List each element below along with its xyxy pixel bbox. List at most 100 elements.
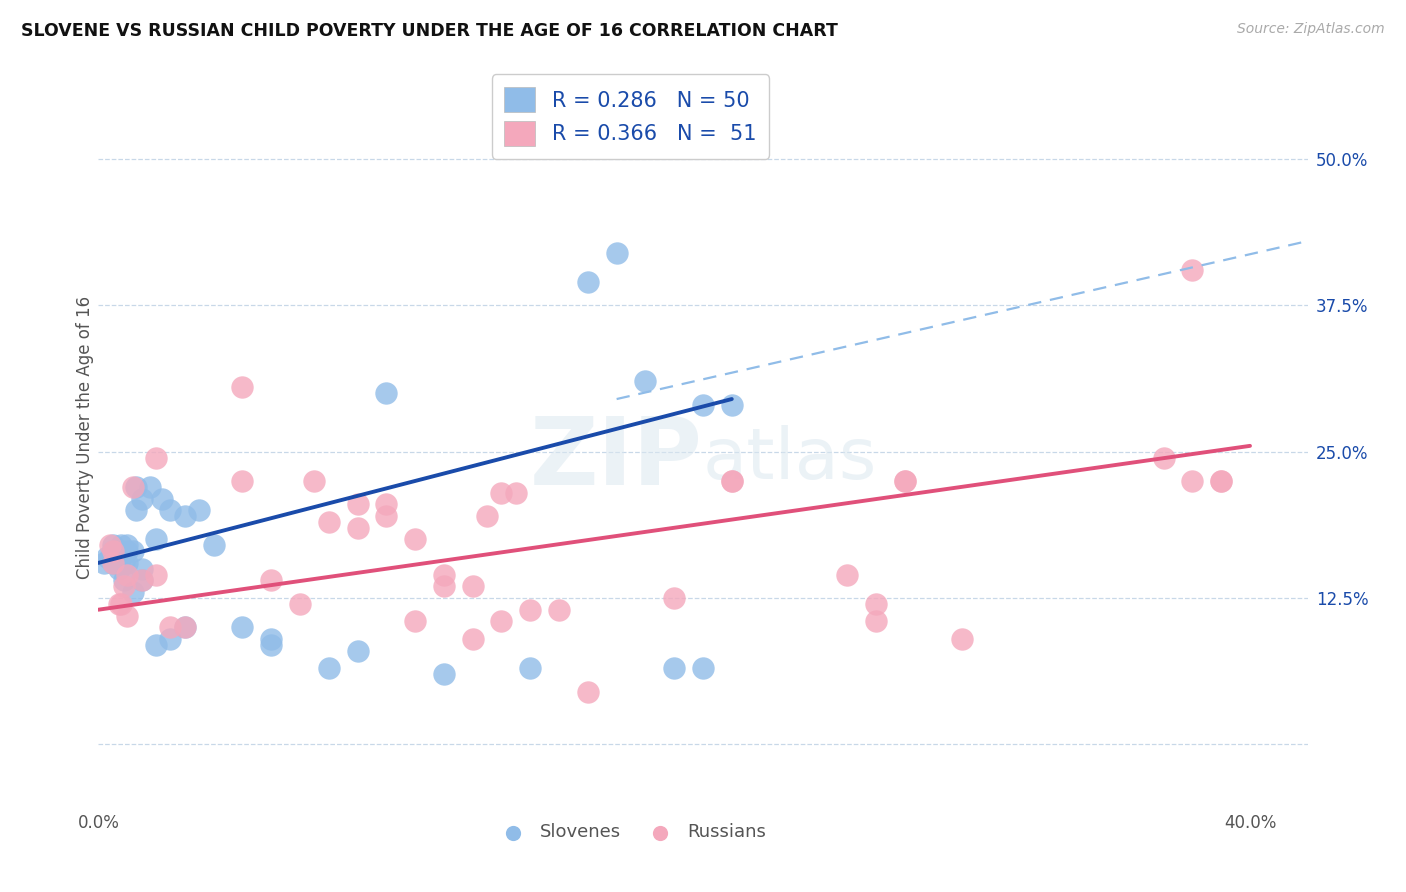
Point [98, 538, 121, 552]
Point [375, 386, 398, 401]
Point [188, 503, 211, 517]
Legend: Slovenes, Russians: Slovenes, Russians [488, 816, 773, 848]
Point [318, 661, 340, 675]
Point [131, 562, 153, 576]
Point [101, 544, 124, 558]
Point [260, 632, 283, 646]
Point [110, 544, 132, 558]
Point [375, 509, 398, 524]
Point [145, 450, 167, 465]
Point [576, 684, 599, 698]
Point [112, 556, 135, 570]
Point [131, 491, 153, 506]
Point [145, 567, 167, 582]
Point [720, 474, 742, 488]
Point [664, 661, 686, 675]
Point [96, 549, 118, 564]
Point [173, 509, 195, 524]
Point [202, 538, 225, 552]
Point [606, 245, 628, 260]
Point [110, 597, 132, 611]
Point [173, 620, 195, 634]
Point [304, 474, 326, 488]
Point [159, 620, 181, 634]
Point [110, 538, 132, 552]
Point [145, 533, 167, 547]
Point [107, 556, 129, 570]
Point [1181, 263, 1204, 277]
Point [519, 661, 541, 675]
Point [159, 632, 181, 646]
Point [260, 574, 283, 588]
Point [101, 544, 124, 558]
Point [101, 556, 124, 570]
Point [288, 597, 311, 611]
Point [433, 579, 456, 593]
Point [115, 544, 138, 558]
Point [101, 538, 124, 552]
Text: ZIP: ZIP [530, 413, 703, 505]
Point [475, 509, 498, 524]
Point [491, 485, 513, 500]
Point [115, 538, 138, 552]
Text: atlas: atlas [703, 425, 877, 493]
Point [865, 597, 887, 611]
Point [1211, 474, 1233, 488]
Point [122, 544, 145, 558]
Point [720, 398, 742, 412]
Point [491, 615, 513, 629]
Point [110, 549, 132, 564]
Point [131, 574, 153, 588]
Text: Source: ZipAtlas.com: Source: ZipAtlas.com [1237, 22, 1385, 37]
Point [145, 638, 167, 652]
Point [122, 585, 145, 599]
Point [231, 474, 253, 488]
Point [576, 275, 599, 289]
Point [346, 521, 368, 535]
Point [835, 567, 858, 582]
Point [131, 574, 153, 588]
Point [404, 615, 426, 629]
Y-axis label: Child Poverty Under the Age of 16: Child Poverty Under the Age of 16 [76, 295, 94, 579]
Point [634, 375, 657, 389]
Point [104, 556, 127, 570]
Point [139, 480, 162, 494]
Point [115, 556, 138, 570]
Point [112, 579, 135, 593]
Point [950, 632, 973, 646]
Point [433, 567, 456, 582]
Point [433, 667, 456, 681]
Point [1211, 474, 1233, 488]
Point [173, 620, 195, 634]
Point [1153, 450, 1175, 465]
Point [346, 643, 368, 657]
Point [893, 474, 915, 488]
Point [150, 491, 173, 506]
Text: SLOVENE VS RUSSIAN CHILD POVERTY UNDER THE AGE OF 16 CORRELATION CHART: SLOVENE VS RUSSIAN CHILD POVERTY UNDER T… [21, 22, 838, 40]
Point [519, 603, 541, 617]
Point [692, 661, 714, 675]
Point [461, 632, 484, 646]
Point [104, 544, 127, 558]
Point [461, 579, 484, 593]
Point [260, 638, 283, 652]
Point [159, 503, 181, 517]
Point [231, 380, 253, 394]
Point [107, 562, 129, 576]
Point [548, 603, 571, 617]
Point [865, 615, 887, 629]
Point [101, 556, 124, 570]
Point [125, 480, 148, 494]
Point [318, 515, 340, 529]
Point [404, 533, 426, 547]
Point [231, 620, 253, 634]
Point [505, 485, 527, 500]
Point [98, 549, 121, 564]
Point [346, 497, 368, 511]
Point [115, 567, 138, 582]
Point [122, 480, 145, 494]
Point [115, 608, 138, 623]
Point [1181, 474, 1204, 488]
Point [893, 474, 915, 488]
Point [720, 474, 742, 488]
